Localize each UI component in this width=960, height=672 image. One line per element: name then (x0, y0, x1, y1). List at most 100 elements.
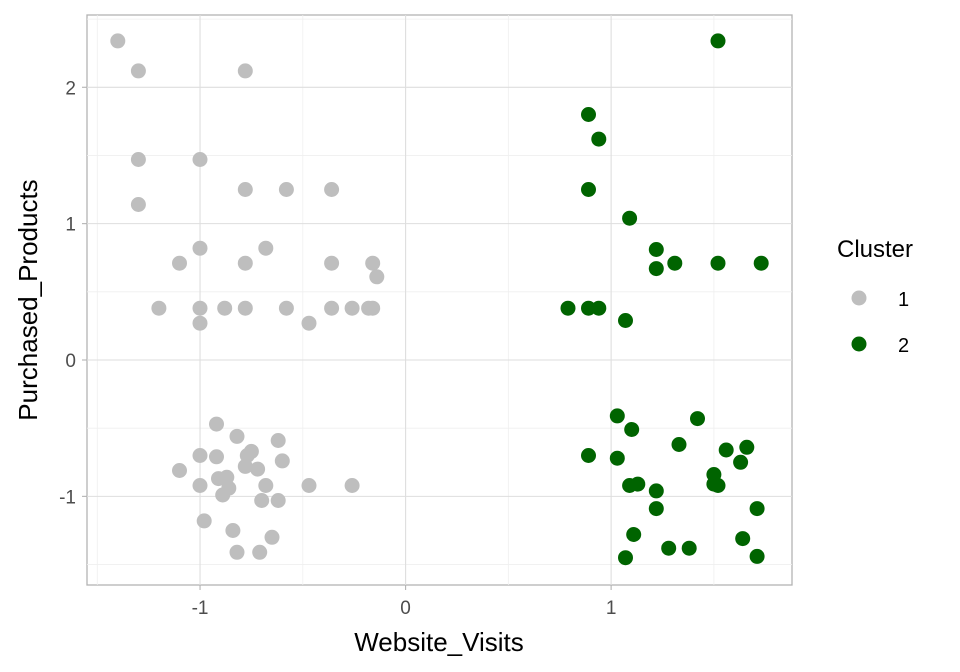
grid-lines (87, 15, 792, 585)
point-cluster-2-25 (622, 478, 638, 493)
point-cluster-2-10 (560, 300, 576, 316)
point-cluster-2-35 (618, 550, 633, 566)
point-cluster-2-1 (581, 107, 596, 122)
point-cluster-1-26 (301, 315, 317, 331)
point-cluster-2-12 (591, 300, 607, 316)
x-tick-label-2: 1 (606, 598, 617, 619)
point-cluster-1-14 (365, 255, 381, 271)
point-cluster-2-7 (667, 255, 683, 271)
x-axis-ticks: -1 0 1 (192, 585, 617, 619)
legend: Cluster 1 2 (837, 236, 913, 357)
point-cluster-2-34 (681, 540, 697, 556)
point-cluster-1-24 (361, 300, 377, 316)
point-cluster-1-31 (192, 448, 208, 463)
point-cluster-1-32 (209, 449, 224, 465)
point-cluster-1-35 (172, 463, 187, 478)
point-cluster-2-30 (749, 501, 765, 517)
point-cluster-1-16 (151, 300, 167, 316)
point-cluster-1-5 (130, 197, 146, 212)
point-cluster-2-15 (690, 411, 705, 427)
point-cluster-2-33 (661, 540, 677, 556)
point-cluster-2-5 (648, 242, 664, 257)
point-cluster-1-44 (344, 478, 360, 493)
point-cluster-2-16 (624, 422, 640, 437)
point-cluster-1-48 (196, 513, 212, 529)
legend-key-cluster-1 (851, 290, 867, 306)
legend-label-cluster-2: 2 (898, 335, 909, 357)
point-cluster-1-46 (254, 493, 270, 508)
point-cluster-1-15 (369, 269, 385, 285)
point-cluster-2-36 (749, 548, 765, 564)
point-cluster-2-8 (710, 255, 726, 271)
point-cluster-1-0 (110, 33, 126, 49)
x-axis-title: Website_Visits (354, 627, 524, 657)
y-tick-label-3: 2 (65, 78, 76, 99)
point-cluster-1-18 (217, 300, 233, 316)
point-cluster-2-22 (733, 454, 749, 470)
point-cluster-1-34 (274, 453, 290, 469)
point-cluster-2-27 (710, 478, 726, 493)
y-axis-title: Purchased_Products (13, 179, 43, 420)
point-cluster-1-37 (250, 461, 266, 477)
legend-key-cluster-2 (851, 336, 867, 352)
point-cluster-1-2 (237, 63, 253, 79)
point-cluster-2-3 (581, 182, 596, 197)
x-tick-label-1: 0 (400, 598, 411, 619)
point-cluster-2-20 (581, 448, 596, 463)
y-axis-ticks: -1 0 1 2 (59, 78, 87, 508)
point-cluster-2-2 (591, 131, 607, 147)
point-cluster-1-29 (270, 433, 286, 448)
point-cluster-1-8 (324, 182, 340, 197)
point-cluster-1-6 (237, 182, 253, 197)
point-cluster-1-9 (192, 240, 208, 256)
point-cluster-1-28 (229, 428, 245, 444)
point-cluster-2-28 (648, 483, 664, 499)
point-cluster-1-4 (192, 152, 208, 167)
point-cluster-1-10 (258, 240, 274, 256)
point-cluster-1-43 (301, 478, 317, 493)
plot-panel (86, 14, 793, 586)
point-cluster-1-11 (172, 255, 187, 271)
point-cluster-2-18 (739, 439, 755, 455)
x-tick-label-0: -1 (192, 598, 209, 619)
point-cluster-1-27 (209, 416, 224, 432)
point-cluster-1-51 (229, 544, 245, 560)
point-cluster-1-21 (324, 300, 340, 316)
point-cluster-1-42 (258, 478, 274, 493)
point-cluster-2-13 (618, 313, 633, 328)
point-cluster-1-45 (215, 487, 231, 503)
point-cluster-1-7 (278, 182, 294, 197)
legend-title: Cluster (837, 236, 913, 263)
y-tick-label-0: -1 (59, 487, 76, 508)
point-cluster-1-12 (237, 255, 253, 271)
point-cluster-1-3 (130, 152, 146, 167)
point-cluster-2-0 (710, 33, 726, 49)
y-tick-label-1: 0 (65, 351, 76, 372)
point-cluster-1-1 (130, 63, 146, 79)
point-cluster-1-19 (237, 300, 253, 316)
point-cluster-2-19 (718, 442, 734, 458)
legend-label-cluster-1: 1 (898, 289, 909, 311)
point-cluster-1-47 (270, 493, 286, 508)
point-cluster-2-29 (648, 501, 664, 517)
y-tick-label-2: 1 (65, 215, 76, 236)
point-cluster-2-14 (609, 408, 625, 424)
point-cluster-2-9 (753, 255, 769, 271)
point-cluster-1-20 (278, 300, 294, 316)
point-cluster-2-21 (609, 450, 625, 466)
point-cluster-2-17 (671, 437, 687, 452)
point-cluster-1-13 (324, 255, 340, 271)
data-points (110, 33, 769, 566)
point-cluster-2-6 (648, 261, 664, 277)
point-cluster-2-11 (581, 300, 596, 316)
point-cluster-2-31 (626, 527, 642, 542)
point-cluster-1-36 (237, 458, 253, 474)
point-cluster-1-49 (225, 523, 241, 538)
point-cluster-1-17 (192, 300, 208, 316)
point-cluster-1-22 (344, 300, 360, 316)
point-cluster-2-32 (735, 531, 751, 547)
point-cluster-1-25 (192, 315, 208, 331)
point-cluster-1-40 (192, 478, 208, 493)
point-cluster-1-50 (264, 529, 280, 545)
